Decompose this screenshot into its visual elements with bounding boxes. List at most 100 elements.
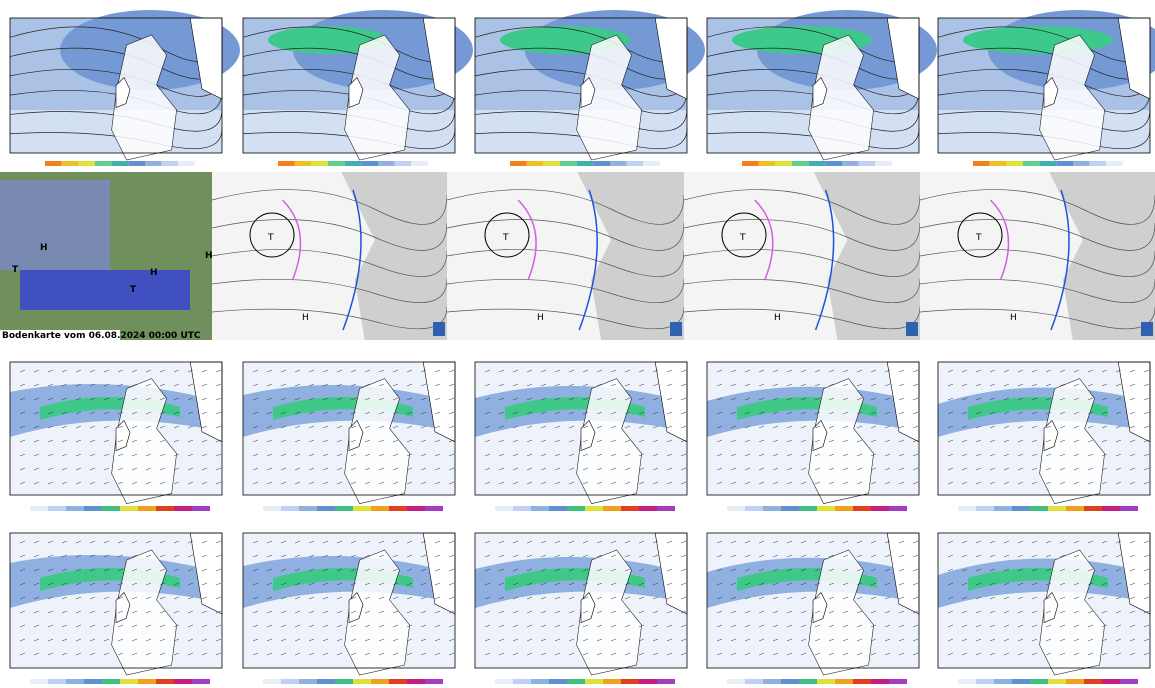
wind-arrow — [266, 481, 273, 485]
wind-arrow — [61, 467, 68, 471]
wind-arrow — [624, 652, 631, 656]
wind-arrow — [420, 554, 427, 558]
wind-arrow — [47, 467, 54, 471]
wind-arrow — [252, 638, 259, 642]
wind-arrow — [173, 425, 180, 429]
wind-arrow — [252, 596, 259, 600]
wind-arrow — [989, 467, 996, 471]
wind-arrow — [484, 554, 491, 558]
wind-arrow — [308, 369, 315, 373]
wind-arrow — [638, 568, 645, 572]
wind-arrow — [554, 568, 561, 572]
wind-arrow — [1073, 582, 1080, 586]
wind-arrow — [89, 652, 96, 656]
wind-arrow — [364, 652, 371, 656]
wind-arrow — [856, 411, 863, 415]
color-bar-segment — [335, 506, 353, 511]
wind-arrow — [1003, 610, 1010, 614]
map-frame — [706, 17, 920, 154]
wind-arrow — [568, 397, 575, 401]
wind-arrow — [582, 411, 589, 415]
wind-arrow — [582, 467, 589, 471]
wind-arrow — [758, 638, 765, 642]
wind-arrow — [392, 554, 399, 558]
wind-arrow — [75, 638, 82, 642]
wind-arrow — [484, 397, 491, 401]
wind-arrow — [47, 638, 54, 642]
wind-arrow — [947, 540, 954, 544]
wind-arrow — [1003, 397, 1010, 401]
wind-arrow — [842, 638, 849, 642]
wind-arrow — [498, 596, 505, 600]
color-bar-segment — [513, 506, 531, 511]
wind-arrow — [187, 453, 194, 457]
wind-arrow — [947, 425, 954, 429]
wind-arrow — [1059, 638, 1066, 642]
wind-arrow — [336, 383, 343, 387]
wind-arrow — [434, 638, 441, 642]
wind-arrow — [582, 568, 589, 572]
wind-arrow — [554, 425, 561, 429]
wind-arrow — [554, 397, 561, 401]
wind-arrow — [975, 638, 982, 642]
wind-arrow — [201, 467, 208, 471]
wind-arrow — [378, 610, 385, 614]
wind-arrow — [145, 582, 152, 586]
wind-arrow — [512, 397, 519, 401]
wind-arrow — [638, 582, 645, 586]
color-bar-segment — [1066, 506, 1084, 511]
wind-arrow — [1031, 568, 1038, 572]
logo — [906, 322, 918, 336]
cold-front — [578, 189, 598, 331]
wind-band — [707, 386, 919, 437]
wind-arrow — [814, 453, 821, 457]
wind-arrow — [294, 554, 301, 558]
color-bar-segment — [871, 506, 889, 511]
wind-arrow — [680, 652, 687, 656]
wind-arrow — [828, 439, 835, 443]
wind-arrow — [117, 425, 124, 429]
wind-arrow — [498, 638, 505, 642]
wind-arrow — [680, 596, 687, 600]
wind-arrow — [448, 540, 455, 544]
wind-arrow — [215, 411, 222, 415]
wind-arrow — [131, 383, 138, 387]
wind-arrow — [842, 425, 849, 429]
wind-arrow — [744, 411, 751, 415]
wind-arrow — [870, 540, 877, 544]
wind-arrow — [568, 453, 575, 457]
wind-arrow — [364, 439, 371, 443]
isoline — [211, 189, 448, 225]
wind-arrow — [406, 383, 413, 387]
wind-arrow — [786, 453, 793, 457]
wind-arrow — [215, 540, 222, 544]
wind-arrow — [1031, 638, 1038, 642]
wind-arrow — [1101, 411, 1108, 415]
wind-arrow — [884, 411, 891, 415]
wind-arrow — [420, 425, 427, 429]
wind-arrow — [61, 582, 68, 586]
wind-arrow — [989, 582, 996, 586]
wind-arrow — [758, 582, 765, 586]
low-centre — [249, 212, 295, 258]
wind-arrow — [19, 610, 26, 614]
wind-arrow — [842, 481, 849, 485]
wind-arrow — [1073, 397, 1080, 401]
land — [576, 549, 642, 676]
wind-arrow — [434, 568, 441, 572]
wind-arrow — [173, 397, 180, 401]
wind-arrow — [378, 582, 385, 586]
color-bar-segment — [102, 679, 120, 684]
wind-arrow — [406, 652, 413, 656]
wind-arrow — [870, 652, 877, 656]
wind-arrow — [842, 397, 849, 401]
wind-arrow — [1101, 383, 1108, 387]
wind-arrow — [294, 596, 301, 600]
wind-arrow — [912, 453, 919, 457]
low-label: T — [502, 233, 509, 243]
wind-arrow — [842, 568, 849, 572]
wind-arrow — [596, 439, 603, 443]
wind-arrow — [1129, 554, 1136, 558]
wind-arrow — [47, 582, 54, 586]
wind-arrow — [772, 411, 779, 415]
